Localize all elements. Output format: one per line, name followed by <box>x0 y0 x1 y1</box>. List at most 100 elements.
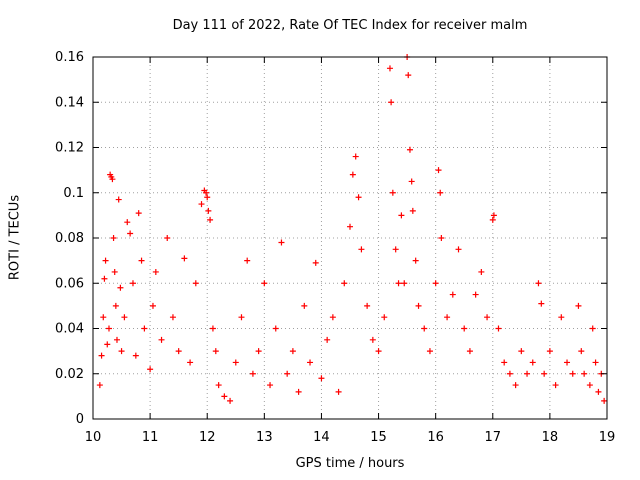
data-point <box>164 235 171 241</box>
data-point <box>405 72 412 79</box>
data-point <box>349 171 356 178</box>
grid-lines <box>93 57 607 419</box>
data-point <box>395 280 402 287</box>
data-point <box>355 194 362 201</box>
data-point <box>401 280 408 287</box>
data-point <box>295 388 302 395</box>
data-point <box>575 302 582 309</box>
data-point <box>412 257 419 264</box>
y-tick-label: 0.04 <box>55 322 84 337</box>
data-point <box>586 382 593 389</box>
data-point <box>538 300 545 307</box>
x-tick-label: 11 <box>142 430 159 445</box>
data-point <box>358 246 365 253</box>
data-point <box>389 189 396 196</box>
x-tick-label: 13 <box>256 430 273 445</box>
data-point <box>558 314 565 321</box>
x-axis-label: GPS time / hours <box>295 456 405 471</box>
data-point <box>141 325 148 332</box>
x-tick-label: 16 <box>427 430 444 445</box>
data-point <box>415 302 422 309</box>
data-point <box>432 280 439 287</box>
data-point <box>255 348 262 355</box>
data-point <box>198 201 205 208</box>
data-point <box>138 257 145 264</box>
data-point <box>272 325 279 332</box>
data-point <box>546 348 553 355</box>
data-point <box>426 348 433 355</box>
data-point <box>455 246 462 253</box>
data-point <box>203 189 210 196</box>
data-point <box>518 348 525 355</box>
data-point <box>408 178 415 185</box>
data-point <box>592 359 599 366</box>
y-tick-label: 0 <box>76 412 84 427</box>
data-point <box>109 176 116 183</box>
data-point <box>132 352 139 359</box>
y-tick-label: 0.06 <box>55 276 84 291</box>
data-point <box>484 314 491 321</box>
x-tick-label: 12 <box>199 430 216 445</box>
y-tick-label: 0.08 <box>55 231 84 246</box>
chart-title: Day 111 of 2022, Rate Of TEC Index for r… <box>172 18 528 33</box>
data-point <box>490 212 497 219</box>
data-point <box>312 259 319 266</box>
data-point <box>578 348 585 355</box>
data-point <box>541 370 548 377</box>
data-point <box>113 336 120 343</box>
data-point <box>406 146 413 153</box>
data-point <box>409 207 416 214</box>
data-point <box>438 235 445 241</box>
data-point <box>100 314 107 321</box>
data-point <box>307 359 314 366</box>
y-tick-label: 0.14 <box>55 95 84 110</box>
x-tick-label: 15 <box>370 430 387 445</box>
data-point <box>175 348 182 355</box>
data-point <box>215 382 222 389</box>
y-tick-label: 0.02 <box>55 367 84 382</box>
data-point <box>466 348 473 355</box>
data-point <box>124 219 131 226</box>
data-point <box>98 352 105 359</box>
data-point <box>96 382 103 389</box>
data-point <box>364 302 371 309</box>
data-point <box>118 348 125 355</box>
data-point <box>489 216 496 223</box>
data-point <box>221 393 228 400</box>
data-point <box>335 388 342 395</box>
y-tick-label: 0.16 <box>55 50 84 65</box>
data-point <box>149 302 156 309</box>
x-tick-label: 10 <box>85 430 102 445</box>
data-point <box>244 257 251 264</box>
data-point <box>595 388 602 395</box>
data-point <box>388 99 395 106</box>
data-point <box>169 314 176 321</box>
axis-ticks: 10 11 12 13 14 15 16 17 18 19 0 0.02 0.04 0.06 0.08 0.1… <box>55 50 615 445</box>
data-point <box>121 314 128 321</box>
x-tick-label: 19 <box>599 430 616 445</box>
data-point <box>135 210 142 217</box>
data-point <box>564 359 571 366</box>
data-point <box>352 153 359 160</box>
data-point <box>227 397 234 404</box>
data-point <box>435 167 442 174</box>
data-point <box>569 370 576 377</box>
x-tick-label: 17 <box>485 430 502 445</box>
data-point <box>238 314 245 321</box>
x-tick-label: 14 <box>313 430 330 445</box>
data-point <box>147 366 154 373</box>
data-point <box>512 382 519 389</box>
data-point <box>444 314 451 321</box>
data-point <box>284 370 291 377</box>
data-point <box>102 257 109 264</box>
data-point <box>289 348 296 355</box>
data-point <box>127 230 134 237</box>
data-point <box>535 280 542 287</box>
data-point <box>329 314 336 321</box>
data-point <box>115 196 122 203</box>
y-tick-label: 0.12 <box>55 141 84 156</box>
data-point <box>318 375 325 382</box>
data-point <box>158 336 165 343</box>
data-point <box>552 382 559 389</box>
